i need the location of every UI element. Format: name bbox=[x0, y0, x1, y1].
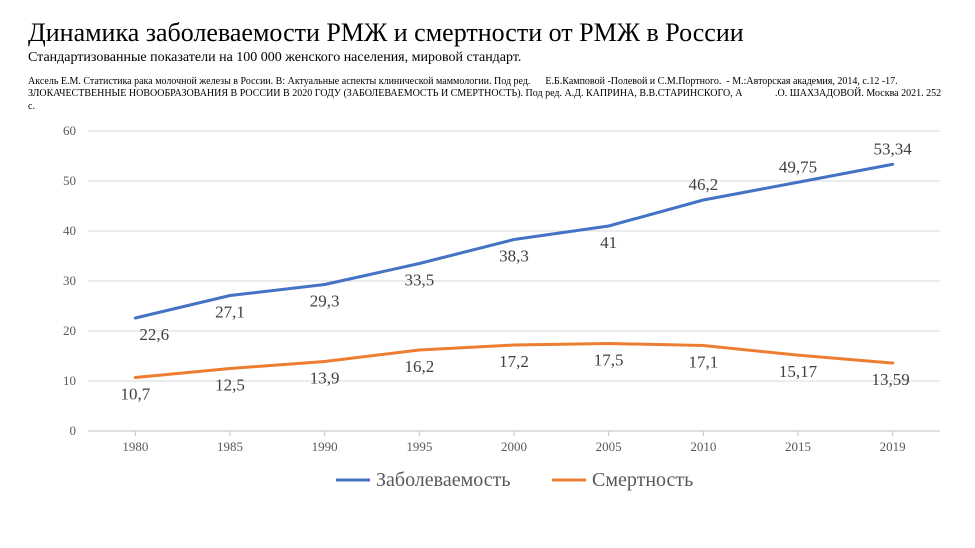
x-tick-label: 1990 bbox=[312, 439, 338, 454]
data-label: 46,2 bbox=[688, 175, 718, 194]
data-label: 22,6 bbox=[139, 325, 169, 344]
x-tick-label: 1995 bbox=[406, 439, 432, 454]
y-tick-label: 30 bbox=[63, 273, 76, 288]
x-tick-label: 1980 bbox=[122, 439, 148, 454]
data-label: 27,1 bbox=[215, 303, 245, 322]
data-label: 38,3 bbox=[499, 247, 529, 266]
data-label: 10,7 bbox=[120, 385, 150, 404]
data-label: 49,75 bbox=[779, 158, 817, 177]
legend-label: Смертность bbox=[592, 469, 693, 491]
y-tick-label: 20 bbox=[63, 323, 76, 338]
data-label: 17,1 bbox=[688, 353, 718, 372]
x-tick-label: 2010 bbox=[690, 439, 716, 454]
legend-label: Заболеваемость bbox=[376, 469, 511, 491]
line-chart: 0 10 20 30 40 50 60 1980 1985 1990 1995 2000 2005 201… bbox=[28, 121, 946, 511]
x-tick-label: 1985 bbox=[217, 439, 243, 454]
page: Динамика заболеваемости РМЖ и смертности… bbox=[0, 0, 975, 548]
data-label: 16,2 bbox=[404, 357, 434, 376]
x-tick-label: 2000 bbox=[501, 439, 527, 454]
page-title: Динамика заболеваемости РМЖ и смертности… bbox=[28, 18, 947, 48]
x-tick-label: 2005 bbox=[596, 439, 622, 454]
y-tick-label: 10 bbox=[63, 373, 76, 388]
page-subtitle: Стандартизованные показатели на 100 000 … bbox=[28, 50, 947, 66]
x-tick-label: 2015 bbox=[785, 439, 811, 454]
citation-text: Аксель Е.М. Статистика рака молочной жел… bbox=[28, 76, 947, 114]
data-label: 29,3 bbox=[310, 292, 340, 311]
y-tick-label: 60 bbox=[63, 123, 76, 138]
x-tick-label: 2019 bbox=[880, 439, 906, 454]
data-label: 17,5 bbox=[594, 351, 624, 370]
y-tick-label: 40 bbox=[63, 223, 76, 238]
series-line bbox=[135, 165, 892, 319]
data-label: 13,59 bbox=[872, 370, 910, 389]
data-label: 33,5 bbox=[404, 271, 434, 290]
data-label: 41 bbox=[600, 233, 617, 252]
data-label: 53,34 bbox=[874, 140, 913, 159]
y-tick-label: 0 bbox=[70, 423, 77, 438]
data-label: 17,2 bbox=[499, 352, 529, 371]
data-label: 13,9 bbox=[310, 369, 340, 388]
data-label: 15,17 bbox=[779, 363, 818, 382]
y-tick-label: 50 bbox=[63, 173, 76, 188]
data-label: 12,5 bbox=[215, 376, 245, 395]
